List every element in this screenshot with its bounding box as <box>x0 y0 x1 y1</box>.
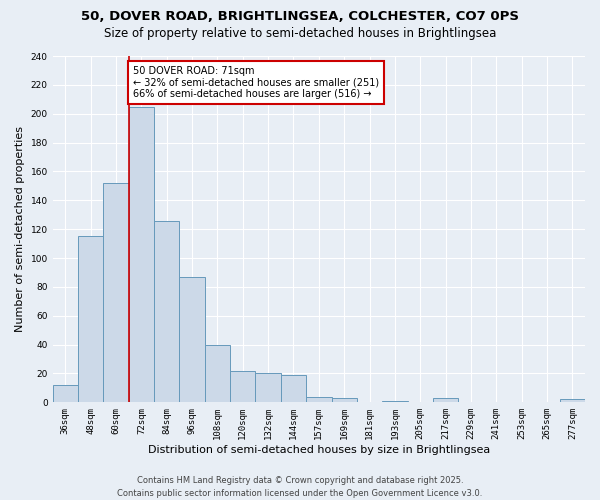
Bar <box>78 236 103 402</box>
Bar <box>306 396 332 402</box>
Bar <box>332 398 357 402</box>
Bar <box>256 374 281 402</box>
Bar <box>179 277 205 402</box>
Text: 50 DOVER ROAD: 71sqm
← 32% of semi-detached houses are smaller (251)
66% of semi: 50 DOVER ROAD: 71sqm ← 32% of semi-detac… <box>133 66 379 100</box>
Bar <box>103 183 129 402</box>
Bar <box>382 401 407 402</box>
Bar <box>230 370 256 402</box>
Bar <box>129 106 154 403</box>
Bar <box>560 400 585 402</box>
Text: Size of property relative to semi-detached houses in Brightlingsea: Size of property relative to semi-detach… <box>104 28 496 40</box>
Bar <box>205 344 230 403</box>
Y-axis label: Number of semi-detached properties: Number of semi-detached properties <box>15 126 25 332</box>
X-axis label: Distribution of semi-detached houses by size in Brightlingsea: Distribution of semi-detached houses by … <box>148 445 490 455</box>
Bar <box>53 385 78 402</box>
Text: Contains HM Land Registry data © Crown copyright and database right 2025.
Contai: Contains HM Land Registry data © Crown c… <box>118 476 482 498</box>
Text: 50, DOVER ROAD, BRIGHTLINGSEA, COLCHESTER, CO7 0PS: 50, DOVER ROAD, BRIGHTLINGSEA, COLCHESTE… <box>81 10 519 23</box>
Bar <box>154 220 179 402</box>
Bar <box>281 375 306 402</box>
Bar <box>433 398 458 402</box>
